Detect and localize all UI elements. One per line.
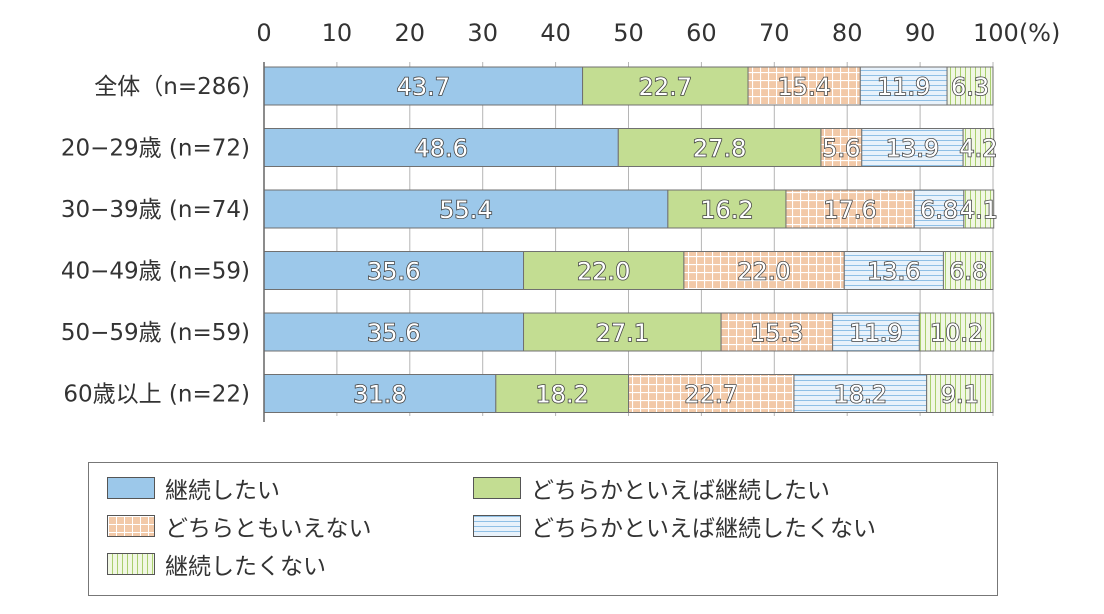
bar-segment bbox=[263, 189, 669, 229]
x-tick-label: 80 bbox=[832, 19, 863, 47]
x-tick-label: 50 bbox=[613, 19, 644, 47]
data-label: 16.2 bbox=[700, 196, 753, 224]
bar-segment bbox=[523, 251, 685, 290]
category-label: 60歳以上 (n=22) bbox=[63, 382, 250, 408]
data-label: 22.7 bbox=[639, 73, 692, 101]
x-tick-label: 70 bbox=[759, 19, 790, 47]
category-label: 50−59歳 (n=59) bbox=[61, 320, 250, 346]
data-label: 18.2 bbox=[535, 381, 588, 409]
x-tick-label: 60 bbox=[686, 19, 717, 47]
data-label: 6.8 bbox=[949, 258, 987, 286]
data-label: 48.6 bbox=[414, 135, 467, 163]
category-label: 全体（n=286) bbox=[94, 74, 250, 100]
bar-segment bbox=[918, 312, 995, 352]
data-label: 15.4 bbox=[777, 73, 830, 101]
data-label: 10.2 bbox=[930, 319, 983, 347]
bar-segment bbox=[720, 312, 834, 352]
data-label: 22.0 bbox=[577, 258, 630, 286]
bar-segment bbox=[617, 128, 822, 167]
bar-segment bbox=[859, 66, 948, 106]
x-unit-label: (%) bbox=[1019, 19, 1061, 47]
x-tick-label: 90 bbox=[905, 19, 936, 47]
bar-segment bbox=[263, 66, 584, 106]
data-label: 6.3 bbox=[951, 73, 989, 101]
bar-segment bbox=[582, 66, 749, 106]
legend: 継続したい どちらかといえば継続したいどちらともいえない どちらかといえば継続したく… bbox=[88, 462, 998, 596]
data-label: 4.2 bbox=[959, 135, 997, 163]
category-label: 40−49歳 (n=59) bbox=[61, 259, 250, 285]
bar-segment bbox=[683, 251, 845, 290]
bar-segment bbox=[263, 312, 525, 352]
bar-segment bbox=[962, 128, 995, 167]
bar-segment bbox=[495, 374, 629, 413]
legend-label: 継続したい bbox=[165, 478, 280, 504]
data-label: 13.9 bbox=[886, 135, 939, 163]
bar-segment bbox=[523, 312, 722, 352]
data-label: 13.6 bbox=[867, 258, 920, 286]
legend-swatch bbox=[107, 515, 155, 537]
data-label: 43.7 bbox=[397, 73, 450, 101]
category-label: 30−39歳 (n=74) bbox=[61, 197, 250, 223]
data-label: 17.6 bbox=[823, 196, 876, 224]
bar-segment bbox=[263, 251, 525, 290]
legend-item: どちらともいえない bbox=[107, 509, 372, 543]
legend-label: どちらかといえば継続したくない bbox=[531, 516, 876, 542]
legend-label: どちらかといえば継続したい bbox=[531, 478, 830, 504]
legend-item: 継続したくない bbox=[107, 547, 326, 581]
bar-segment bbox=[667, 189, 787, 229]
data-label: 35.6 bbox=[367, 258, 420, 286]
legend-swatch bbox=[473, 477, 521, 499]
legend-swatch bbox=[473, 515, 521, 537]
data-label: 4.1 bbox=[960, 196, 998, 224]
legend-item: どちらかといえば継続したくない bbox=[473, 509, 876, 543]
x-tick-label: 40 bbox=[540, 19, 571, 47]
bar-segment bbox=[942, 251, 994, 290]
bar-segment bbox=[946, 66, 994, 106]
data-label: 9.1 bbox=[941, 381, 979, 409]
bar-segment bbox=[843, 251, 944, 290]
legend-item: 継続したい bbox=[107, 471, 280, 505]
bar-segment bbox=[913, 189, 965, 229]
data-label: 27.1 bbox=[596, 319, 649, 347]
x-tick-label: 0 bbox=[256, 19, 271, 47]
x-tick-label: 20 bbox=[395, 19, 426, 47]
stacked-bar-chart: 43.7 22.7 15.4 11.9 6.3 48.6 27.8 5.6 13.9 4.2 55.… bbox=[61, 19, 1060, 422]
legend-label: どちらともいえない bbox=[165, 516, 372, 542]
bar-segment bbox=[832, 312, 920, 352]
data-label: 27.8 bbox=[693, 135, 746, 163]
x-tick-label: 10 bbox=[322, 19, 353, 47]
data-label: 55.4 bbox=[439, 196, 492, 224]
data-label: 22.0 bbox=[737, 258, 790, 286]
bar-segment bbox=[926, 374, 994, 413]
data-label: 35.6 bbox=[367, 319, 420, 347]
x-tick-label: 100(%) bbox=[973, 19, 1060, 47]
data-label: 15.3 bbox=[750, 319, 803, 347]
data-label: 6.8 bbox=[920, 196, 958, 224]
legend-swatch bbox=[107, 477, 155, 499]
bar-segment bbox=[861, 128, 964, 167]
bar-segment bbox=[963, 189, 995, 229]
bar-segment bbox=[793, 374, 928, 413]
data-label: 11.9 bbox=[849, 319, 902, 347]
bar-segment bbox=[263, 128, 619, 167]
data-label: 18.2 bbox=[834, 381, 887, 409]
data-label: 5.6 bbox=[822, 135, 860, 163]
legend-label: 継続したくない bbox=[165, 554, 326, 580]
category-label: 20−29歳 (n=72) bbox=[61, 136, 250, 162]
x-tick-label: 30 bbox=[467, 19, 498, 47]
legend-item: どちらかといえば継続したい bbox=[473, 471, 830, 505]
data-label: 22.7 bbox=[685, 381, 738, 409]
data-label: 31.8 bbox=[353, 381, 406, 409]
legend-swatch bbox=[107, 553, 155, 575]
data-label: 11.9 bbox=[877, 73, 930, 101]
bar-segment bbox=[785, 189, 915, 229]
